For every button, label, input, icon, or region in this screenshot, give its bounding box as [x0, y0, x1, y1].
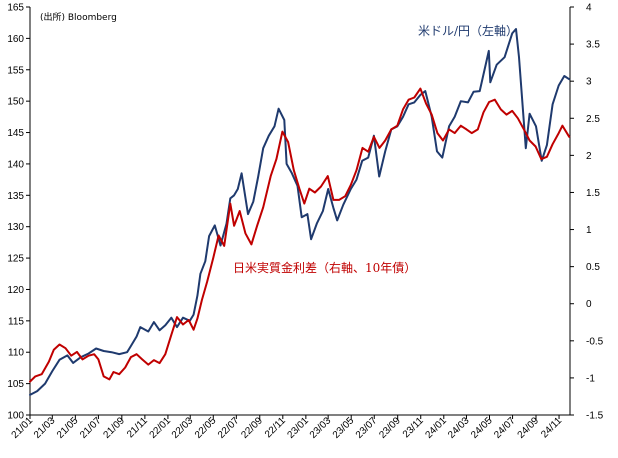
left-tick-label: 145 [7, 128, 24, 139]
x-tick-label: 22/05 [193, 415, 219, 441]
x-tick-label: 24/09 [516, 415, 542, 441]
left-tick-label: 125 [7, 254, 24, 265]
left-tick-label: 135 [7, 191, 24, 202]
right-tick-label: 0 [586, 299, 592, 310]
x-tick-label: 22/11 [263, 415, 288, 440]
left-tick-label: 140 [7, 159, 24, 170]
x-tick-label: 23/07 [354, 415, 380, 441]
x-tick-label: 23/03 [308, 415, 334, 441]
right-tick-label: 2.5 [586, 114, 600, 125]
left-tick-label: 155 [7, 65, 24, 76]
x-tick-label: 23/09 [377, 415, 403, 441]
right-tick-label: 3.5 [586, 40, 600, 51]
left-tick-label: 105 [7, 379, 24, 390]
real-rate-diff-series-label: 日米実質金利差（右軸、10年債） [233, 260, 416, 275]
x-tick-label: 24/05 [469, 415, 495, 441]
x-tick-label: 22/09 [239, 415, 265, 441]
right-tick-label: 2 [586, 151, 592, 162]
left-tick-label: 100 [7, 411, 24, 422]
x-axis-ticks: 21/0121/0321/0521/0721/0921/1122/0122/03… [10, 415, 564, 441]
x-tick-label: 21/05 [55, 415, 81, 441]
x-tick-label: 23/01 [286, 415, 312, 441]
x-tick-label: 21/11 [125, 415, 150, 440]
series-lines [29, 28, 571, 396]
real-rate-diff-line [29, 87, 571, 383]
source-note: (出所) Bloomberg [40, 11, 117, 23]
usd-jpy-series-label: 米ドル/円（左軸） [418, 23, 518, 38]
right-tick-label: -0.5 [586, 336, 604, 347]
right-axis-ticks: -1.5 -1 -0.5 0 0.5 1 1.5 2 2.5 3 3.5 4 [570, 3, 604, 422]
left-tick-label: 150 [7, 97, 24, 108]
right-tick-label: 3 [586, 77, 592, 88]
x-tick-label: 23/05 [331, 415, 357, 441]
right-tick-label: 1.5 [586, 188, 600, 199]
left-tick-label: 130 [7, 222, 24, 233]
x-tick-label: 24/01 [423, 415, 449, 441]
x-tick-label: 21/03 [32, 415, 58, 441]
left-tick-label: 165 [7, 3, 24, 14]
left-tick-label: 160 [7, 34, 24, 45]
right-tick-label: 1 [586, 225, 592, 236]
x-tick-label: 22/01 [148, 415, 174, 441]
x-tick-label: 24/03 [446, 415, 472, 441]
x-tick-label: 22/03 [170, 415, 196, 441]
right-tick-label: 0.5 [586, 262, 600, 273]
right-tick-label: -1 [586, 373, 595, 384]
left-tick-label: 120 [7, 285, 24, 296]
usd-jpy-line [29, 28, 571, 396]
left-tick-label: 110 [8, 348, 24, 359]
right-tick-label: 4 [586, 3, 592, 14]
x-tick-label: 21/07 [78, 415, 104, 441]
x-tick-label: 24/07 [492, 415, 518, 441]
right-tick-label: -1.5 [586, 411, 604, 422]
x-tick-label: 22/07 [216, 415, 242, 441]
left-axis-ticks: 100 105 110 115 120 125 130 135 140 145 150 155 160 1… [7, 3, 30, 422]
x-tick-label: 21/09 [101, 415, 127, 441]
chart-axes [29, 7, 571, 416]
left-tick-label: 115 [8, 316, 24, 327]
x-tick-label: 24/11 [539, 415, 564, 440]
x-tick-label: 23/11 [401, 415, 426, 440]
